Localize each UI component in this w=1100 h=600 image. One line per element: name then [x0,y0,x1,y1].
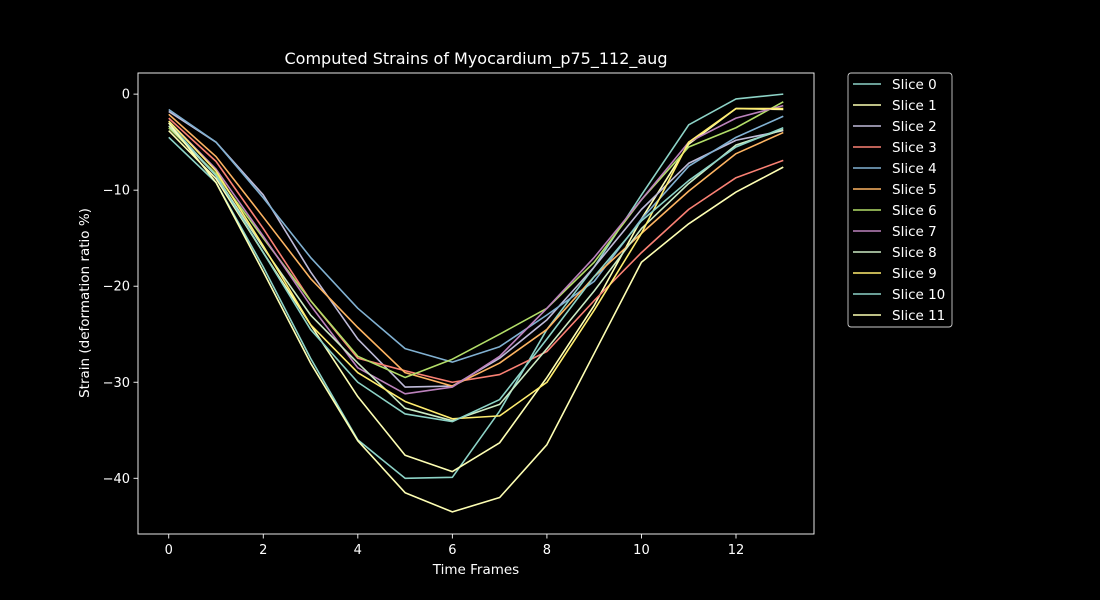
x-tick-label-3: 6 [448,543,456,558]
legend-label-9: Slice 9 [892,266,937,282]
series-line-3 [168,117,784,384]
legend-label-3: Slice 3 [892,140,937,156]
x-tick-label-1: 2 [259,543,267,558]
x-tick-label-2: 4 [354,543,362,558]
legend-label-4: Slice 4 [892,161,937,177]
series-line-8 [168,125,784,422]
series-line-11 [168,122,784,513]
y-tick-label-4: −40 [103,472,130,487]
legend-label-11: Slice 11 [892,308,945,324]
legend-label-2: Slice 2 [892,119,937,135]
series-line-4 [168,108,784,363]
series-line-7 [168,104,784,395]
legend-label-5: Slice 5 [892,182,937,198]
legend-label-7: Slice 7 [892,224,937,240]
legend-label-10: Slice 10 [892,287,945,303]
plot-area: 0 2 4 6 8 10 12 0 −10 −20 −30 −40 [103,72,815,558]
x-tick-label-6: 12 [728,543,745,558]
series-line-10 [168,122,784,423]
x-tick-label-0: 0 [165,543,173,558]
legend-label-6: Slice 6 [892,203,937,219]
x-axis-label: Time Frames [432,562,519,578]
x-tick-label-5: 10 [633,543,650,558]
legend-label-1: Slice 1 [892,98,937,114]
series-line-0 [168,93,784,480]
y-tick-label-1: −10 [103,184,130,199]
x-tick-label-4: 8 [543,543,551,558]
y-tick-label-2: −20 [103,280,130,295]
series-line-9 [168,107,784,420]
series-line-5 [168,113,784,387]
y-tick-label-0: 0 [122,88,130,103]
legend: Slice 0 Slice 1 Slice 2 Slice 3 Slice 4 Slice… [847,72,953,328]
legend-box [847,72,953,328]
chart-title: Computed Strains of Myocardium_p75_112_a… [285,49,668,69]
legend-label-8: Slice 8 [892,245,937,261]
legend-label-0: Slice 0 [892,77,937,93]
axes-frame [137,72,815,535]
y-tick-label-3: −30 [103,376,130,391]
y-axis-label: Strain (deformation ratio %) [77,208,93,398]
